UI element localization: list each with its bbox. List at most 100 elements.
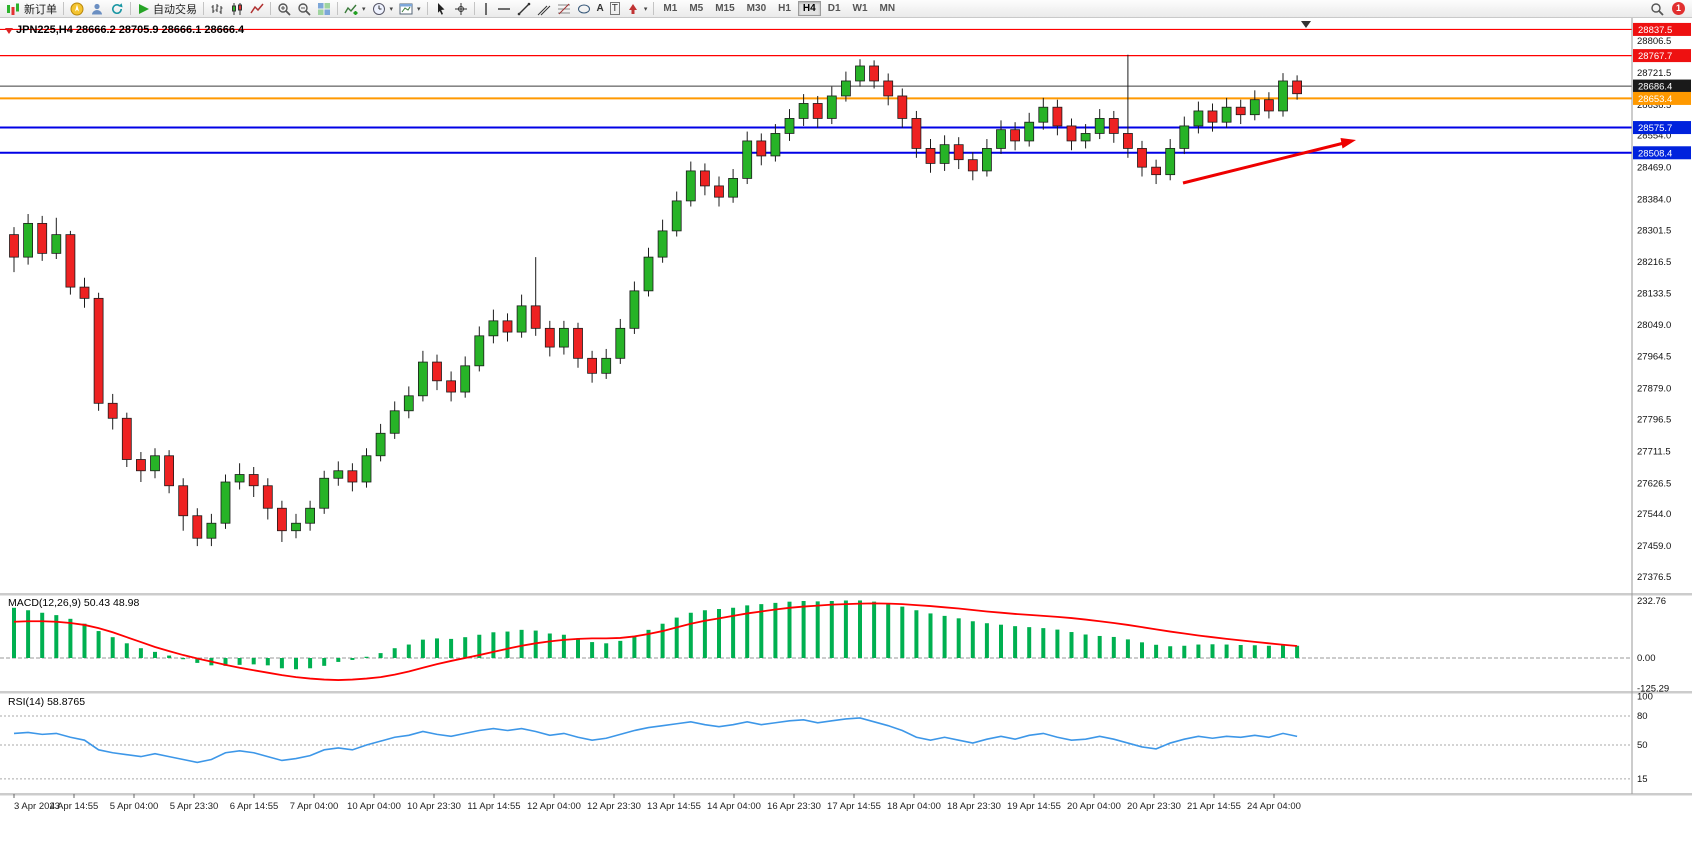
svg-text:10 Apr 04:00: 10 Apr 04:00 xyxy=(347,801,401,812)
text-tool-button[interactable]: A xyxy=(594,1,607,17)
svg-text:28636.5: 28636.5 xyxy=(1637,100,1671,111)
line-chart-button[interactable] xyxy=(247,1,267,17)
svg-text:18 Apr 23:30: 18 Apr 23:30 xyxy=(947,801,1001,812)
svg-text:24 Apr 04:00: 24 Apr 04:00 xyxy=(1247,801,1301,812)
new-chart-button[interactable]: ▾ xyxy=(396,1,424,17)
notification-badge[interactable]: 1 xyxy=(1672,2,1685,15)
svg-text:19 Apr 14:55: 19 Apr 14:55 xyxy=(1007,801,1061,812)
svg-text:28301.5: 28301.5 xyxy=(1637,225,1671,236)
auto-trading-button[interactable]: 自动交易 xyxy=(134,1,200,17)
toolbar-separator xyxy=(653,2,655,15)
timeframe-w1-button[interactable]: W1 xyxy=(848,1,873,16)
community-button[interactable] xyxy=(87,1,107,17)
bar-chart-button[interactable] xyxy=(207,1,227,17)
chevron-down-icon: ▾ xyxy=(362,5,366,13)
channel-tool-button[interactable] xyxy=(534,1,554,17)
arrows-tool-button[interactable]: ▾ xyxy=(623,1,651,17)
trendline-icon xyxy=(517,2,530,15)
svg-text:20 Apr 23:30: 20 Apr 23:30 xyxy=(1127,801,1181,812)
text-tool-icon: A xyxy=(596,3,604,14)
svg-text:21 Apr 14:55: 21 Apr 14:55 xyxy=(1187,801,1241,812)
vertical-line-tool-button[interactable] xyxy=(478,1,494,17)
timeframe-m30-button[interactable]: M30 xyxy=(742,1,771,16)
svg-text:28575.7: 28575.7 xyxy=(1638,123,1672,134)
web-button[interactable] xyxy=(67,1,87,17)
fibonacci-tool-button[interactable] xyxy=(554,1,574,17)
svg-text:11 Apr 14:55: 11 Apr 14:55 xyxy=(467,801,520,812)
timeframe-h4-button[interactable]: H4 xyxy=(797,1,821,16)
timeframe-m1-button[interactable]: M1 xyxy=(658,1,682,16)
chart-shift-marker-icon[interactable] xyxy=(1301,21,1311,28)
toolbar-separator xyxy=(473,2,475,15)
indicators-button[interactable]: ▾ xyxy=(341,1,369,17)
trendline-tool-button[interactable] xyxy=(514,1,534,17)
new-order-label: 新订单 xyxy=(24,3,57,16)
crosshair-button[interactable] xyxy=(451,1,471,17)
cursor-button[interactable] xyxy=(431,1,451,17)
svg-text:7 Apr 04:00: 7 Apr 04:00 xyxy=(290,801,339,812)
fibonacci-icon xyxy=(557,3,570,14)
shapes-tool-button[interactable] xyxy=(574,1,594,17)
svg-text:14 Apr 04:00: 14 Apr 04:00 xyxy=(707,801,761,812)
search-button[interactable] xyxy=(1647,1,1667,17)
svg-text:232.76: 232.76 xyxy=(1637,596,1666,607)
new-chart-icon xyxy=(399,3,413,14)
tile-windows-button[interactable] xyxy=(314,1,334,17)
svg-text:12 Apr 23:30: 12 Apr 23:30 xyxy=(587,801,641,812)
svg-text:27626.5: 27626.5 xyxy=(1637,478,1671,489)
svg-text:12 Apr 04:00: 12 Apr 04:00 xyxy=(527,801,581,812)
svg-text:5 Apr 04:00: 5 Apr 04:00 xyxy=(110,801,159,812)
ellipse-icon xyxy=(577,4,590,13)
svg-text:15: 15 xyxy=(1637,774,1648,785)
annotation-arrow[interactable] xyxy=(1182,138,1356,185)
indicators-icon xyxy=(344,4,358,15)
periods-button[interactable]: ▾ xyxy=(369,1,397,17)
timeframe-mn-button[interactable]: MN xyxy=(875,1,901,16)
panel-frames[interactable] xyxy=(0,18,1692,796)
svg-text:27711.5: 27711.5 xyxy=(1637,446,1671,457)
chart-canvas[interactable]: 28806.5 28721.5 28636.5 28554.0 28469.0 28384… xyxy=(0,18,1692,848)
candles-layer xyxy=(9,54,1302,547)
svg-text:100: 100 xyxy=(1637,692,1653,703)
svg-text:27459.0: 27459.0 xyxy=(1637,541,1671,552)
zoom-out-button[interactable] xyxy=(294,1,314,17)
svg-text:28686.4: 28686.4 xyxy=(1638,82,1672,93)
timeframe-m5-button[interactable]: M5 xyxy=(684,1,708,16)
tile-windows-icon xyxy=(318,2,330,15)
timeframe-h1-button[interactable]: H1 xyxy=(773,1,796,16)
chevron-down-icon: ▾ xyxy=(417,5,421,13)
clock-icon xyxy=(372,2,385,15)
label-tool-button[interactable]: T xyxy=(607,1,623,17)
svg-text:28133.5: 28133.5 xyxy=(1637,288,1671,299)
line-chart-icon xyxy=(250,3,264,13)
svg-text:28049.0: 28049.0 xyxy=(1637,320,1671,331)
price-axis[interactable]: 28806.5 28721.5 28636.5 28554.0 28469.0 28384… xyxy=(1637,36,1671,583)
svg-text:80: 80 xyxy=(1637,711,1648,722)
chevron-down-icon: ▾ xyxy=(389,5,394,13)
new-order-button[interactable]: 新订单 xyxy=(3,1,60,17)
horizontal-line-tool-button[interactable] xyxy=(494,1,514,17)
cursor-icon xyxy=(437,2,445,15)
zoom-out-icon xyxy=(298,2,311,16)
svg-text:16 Apr 23:30: 16 Apr 23:30 xyxy=(767,801,821,812)
horizontal-price-lines[interactable] xyxy=(0,28,1632,154)
svg-text:10 Apr 23:30: 10 Apr 23:30 xyxy=(407,801,461,812)
svg-text:5 Apr 23:30: 5 Apr 23:30 xyxy=(170,801,219,812)
refresh-icon xyxy=(112,2,123,14)
price-tag: 28767.7 xyxy=(1633,49,1691,62)
zoom-in-button[interactable] xyxy=(274,1,294,17)
refresh-button[interactable] xyxy=(107,1,127,17)
search-icon xyxy=(1651,2,1664,16)
arrow-stamp-icon xyxy=(628,3,637,14)
vertical-line-icon xyxy=(484,2,487,15)
candlestick-chart-button[interactable] xyxy=(227,1,247,17)
toolbar-right-group: 1 xyxy=(1647,1,1689,17)
price-tag: 28575.7 xyxy=(1633,121,1691,135)
svg-text:17 Apr 14:55: 17 Apr 14:55 xyxy=(827,801,881,812)
timeframe-m15-button[interactable]: M15 xyxy=(710,1,739,16)
svg-text:28767.7: 28767.7 xyxy=(1638,51,1672,62)
svg-text:50: 50 xyxy=(1637,740,1648,751)
timeframe-d1-button[interactable]: D1 xyxy=(823,1,846,16)
